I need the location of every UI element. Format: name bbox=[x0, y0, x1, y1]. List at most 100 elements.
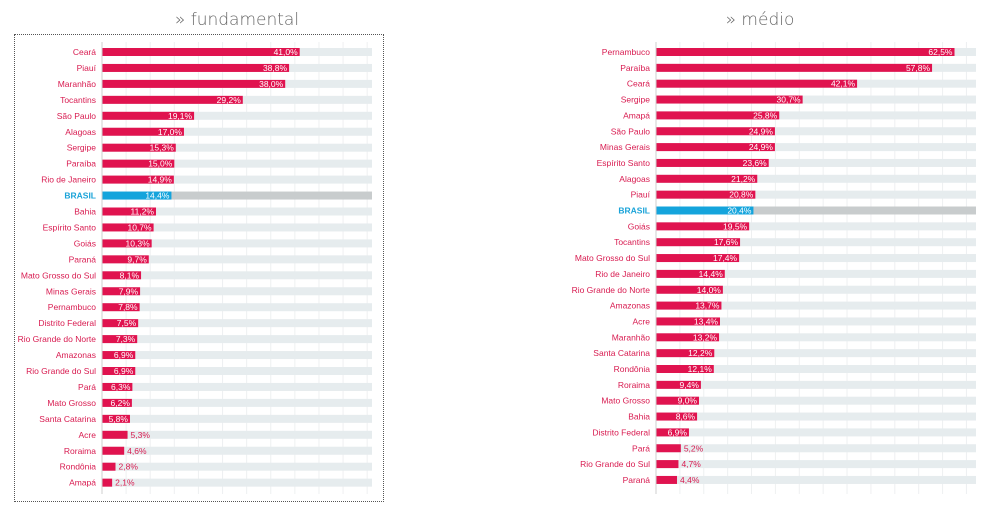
bar bbox=[656, 444, 681, 453]
category-label: Ceará bbox=[627, 79, 650, 89]
category-label: Santa Catarina bbox=[593, 348, 650, 358]
value-label: 14,4% bbox=[145, 191, 170, 201]
category-label: BRASIL bbox=[618, 206, 650, 216]
bar bbox=[102, 430, 128, 439]
category-label: Distrito Federal bbox=[592, 427, 650, 437]
bar-track bbox=[102, 111, 372, 120]
bar-track bbox=[656, 143, 976, 152]
bar bbox=[102, 239, 152, 248]
bar-track bbox=[102, 351, 372, 360]
bar-track bbox=[656, 396, 976, 405]
bar bbox=[656, 127, 775, 136]
bar bbox=[102, 191, 172, 200]
bar bbox=[656, 365, 714, 373]
value-label: 38,8% bbox=[263, 63, 288, 73]
bar bbox=[656, 396, 699, 405]
bar-track bbox=[102, 319, 372, 328]
bar bbox=[102, 382, 133, 391]
value-label: 20,8% bbox=[729, 190, 754, 200]
value-label: 7,8% bbox=[118, 302, 138, 312]
bar bbox=[656, 460, 679, 469]
bar bbox=[102, 398, 132, 407]
value-label: 8,6% bbox=[676, 412, 696, 422]
bar bbox=[656, 428, 689, 437]
value-label: 10,3% bbox=[126, 238, 151, 248]
bar-track bbox=[656, 222, 976, 231]
category-label: Rio Grande do Sul bbox=[580, 459, 650, 469]
category-label: Sergipe bbox=[67, 143, 97, 153]
value-label: 7,3% bbox=[116, 334, 136, 344]
bar bbox=[102, 223, 154, 232]
bar bbox=[656, 317, 720, 326]
bar bbox=[656, 190, 756, 199]
bar-track bbox=[656, 460, 976, 469]
category-label: Roraima bbox=[64, 446, 96, 456]
bar-track bbox=[656, 349, 976, 358]
bar-track bbox=[102, 367, 372, 375]
value-label: 19,1% bbox=[168, 111, 193, 121]
bar-track bbox=[102, 446, 372, 455]
value-label: 15,0% bbox=[148, 159, 173, 169]
bar bbox=[102, 63, 290, 72]
bar-track bbox=[656, 238, 976, 247]
value-label: 9,7% bbox=[127, 254, 147, 264]
category-label: Goiás bbox=[74, 238, 96, 248]
bar-track bbox=[102, 303, 372, 312]
value-label: 6,3% bbox=[111, 382, 131, 392]
value-label: 6,9% bbox=[668, 427, 688, 437]
category-label: Espírito Santo bbox=[43, 222, 97, 232]
bar bbox=[656, 95, 803, 104]
value-label: 14,0% bbox=[697, 285, 722, 295]
category-label: Roraima bbox=[618, 380, 650, 390]
bar bbox=[656, 380, 701, 389]
bar bbox=[656, 63, 933, 72]
category-label: Maranhão bbox=[58, 79, 97, 89]
value-label: 6,2% bbox=[111, 398, 131, 408]
category-label: Amapá bbox=[623, 110, 650, 120]
category-label: Pernambuco bbox=[602, 47, 650, 57]
category-label: Paraíba bbox=[620, 63, 650, 73]
bar-track bbox=[656, 412, 976, 421]
bar bbox=[656, 475, 678, 484]
bar bbox=[102, 335, 138, 344]
bar bbox=[656, 333, 720, 342]
category-label: São Paulo bbox=[611, 126, 650, 136]
value-label: 30,7% bbox=[777, 95, 802, 105]
bar-track bbox=[102, 398, 372, 407]
value-label: 12,1% bbox=[688, 364, 713, 374]
category-label: Pará bbox=[632, 443, 650, 453]
category-label: Mato Grosso do Sul bbox=[575, 253, 650, 263]
category-label: Acre bbox=[633, 316, 651, 326]
bar bbox=[102, 303, 140, 312]
bar bbox=[656, 48, 955, 56]
bar-track bbox=[102, 223, 372, 232]
value-label: 23,6% bbox=[743, 158, 768, 168]
category-label: Sergipe bbox=[621, 95, 651, 105]
bar bbox=[656, 79, 858, 88]
category-label: Tocantins bbox=[614, 237, 650, 247]
value-label: 42,1% bbox=[831, 79, 856, 89]
bar-track bbox=[102, 478, 372, 487]
bar-track bbox=[656, 444, 976, 453]
bar bbox=[656, 349, 715, 358]
bar bbox=[656, 301, 722, 310]
category-label: Rondônia bbox=[614, 364, 651, 374]
category-label: Mato Grosso bbox=[47, 398, 96, 408]
bar bbox=[656, 174, 758, 183]
bar-track bbox=[102, 207, 372, 216]
value-label: 10,7% bbox=[127, 222, 152, 232]
category-label: Santa Catarina bbox=[39, 414, 96, 424]
value-label: 41,0% bbox=[274, 47, 299, 57]
bar-track bbox=[102, 143, 372, 152]
chart-title-medio: » médio bbox=[725, 10, 795, 30]
value-label: 20,4% bbox=[727, 206, 752, 216]
chart-title-fundamental: » fundamental bbox=[174, 10, 300, 30]
category-label: Pernambuco bbox=[48, 302, 96, 312]
category-label: Goiás bbox=[628, 221, 650, 231]
bar-track bbox=[656, 111, 976, 120]
category-label: Acre bbox=[79, 430, 97, 440]
value-label: 17,6% bbox=[714, 237, 739, 247]
bar-track bbox=[656, 301, 976, 310]
category-label: Espírito Santo bbox=[597, 158, 651, 168]
value-label: 13,4% bbox=[694, 316, 719, 326]
